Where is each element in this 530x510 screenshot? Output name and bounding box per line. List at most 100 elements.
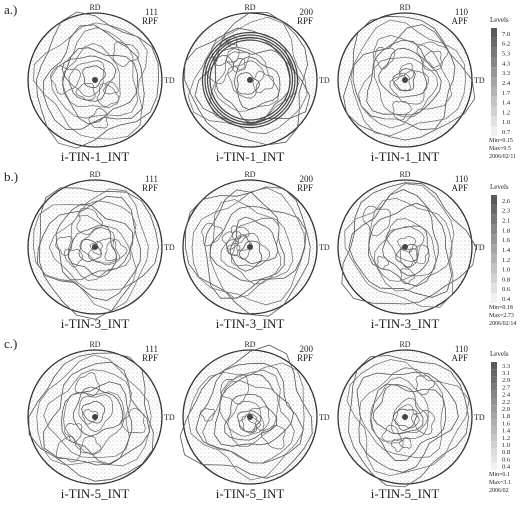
contour: [87, 238, 120, 266]
legend-swatch: [491, 412, 497, 420]
contour: [343, 15, 476, 141]
contour: [55, 435, 82, 463]
rd-label: RD: [89, 340, 100, 349]
contour: [423, 50, 442, 68]
contour: [64, 248, 84, 268]
contour: [377, 256, 389, 270]
legend-swatch: [491, 462, 497, 470]
legend-level: 1.4: [502, 247, 511, 254]
rd-label: RD: [244, 170, 255, 179]
contour: [416, 41, 449, 71]
legend-level: 0.8: [502, 449, 510, 456]
contour: [187, 16, 308, 135]
pole-figure: [179, 344, 318, 485]
legend-level: 1.0: [502, 442, 510, 449]
legend-level: 1.6: [502, 237, 511, 244]
contour: [103, 81, 119, 95]
contour: [61, 381, 133, 465]
row-label: c.): [4, 336, 17, 351]
legend-level: 0.8: [502, 276, 510, 283]
td-label: TD: [319, 413, 330, 422]
contour: [213, 46, 280, 112]
contour: [64, 423, 83, 443]
contour: [78, 238, 102, 263]
contour: [241, 415, 261, 434]
legend-swatch: [491, 426, 497, 434]
plane-label: 111: [145, 7, 158, 17]
legend-level: 0.6: [502, 286, 511, 293]
contour: [370, 383, 447, 462]
pole-figure: [337, 12, 476, 148]
legend-level: 2.4: [502, 80, 511, 87]
contour: [230, 225, 250, 244]
contour: [392, 408, 418, 431]
panel-caption: i-TIN-3_INT: [216, 316, 285, 331]
contour: [397, 235, 417, 253]
center-spot: [402, 77, 408, 83]
contour: [63, 391, 125, 455]
row-label: b.): [4, 169, 18, 184]
plane-label: 111: [145, 174, 158, 184]
legend-swatch: [491, 390, 497, 398]
contour: [224, 394, 278, 441]
contour: [184, 186, 311, 317]
legend-level: 0.4: [502, 464, 511, 471]
legend-footer: 2006/02/14: [489, 321, 516, 327]
kind-label: APF: [451, 353, 468, 363]
legend-swatch: [491, 434, 497, 442]
contour: [394, 404, 420, 429]
panel-caption: i-TIN-5_INT: [61, 486, 130, 501]
contour: [112, 41, 140, 67]
contour: [237, 410, 262, 433]
contour: [227, 400, 265, 437]
contour: [238, 413, 258, 433]
contour: [372, 384, 424, 435]
contour: [226, 234, 251, 260]
contour: [72, 386, 124, 437]
contour: [48, 200, 137, 291]
legend-swatch: [491, 283, 497, 294]
pole-figure: [182, 179, 318, 317]
legend-level: 3.1: [502, 370, 510, 377]
contour: [201, 222, 224, 247]
contour: [370, 376, 429, 442]
pole-figure: [27, 11, 163, 149]
legend-swatch: [491, 224, 497, 235]
contour: [226, 51, 250, 73]
contour: [89, 241, 103, 255]
contour: [68, 60, 105, 98]
row-label: a.): [4, 2, 17, 17]
contour: [346, 359, 470, 477]
contour: [233, 56, 281, 111]
legend-footer: 2006/02/11: [489, 154, 516, 160]
contour: [392, 100, 412, 121]
contour: [35, 11, 160, 149]
legend-swatch: [491, 86, 497, 97]
legend-level: 4.3: [502, 60, 510, 67]
legend-footer: Min=0.1: [489, 472, 510, 478]
legend-footer: Min=0.18: [489, 305, 513, 311]
contour: [191, 187, 306, 306]
contour: [344, 183, 455, 308]
contour: [43, 369, 132, 459]
legend-level: 6.2: [502, 41, 510, 48]
contour: [88, 107, 108, 129]
legend-level: 1.4: [502, 100, 511, 107]
legend-level: 3.3: [502, 70, 510, 77]
contour: [33, 188, 149, 312]
pole-figure: [337, 349, 473, 488]
contour: [382, 225, 430, 276]
contour: [79, 226, 118, 264]
td-label: TD: [164, 76, 175, 85]
panel-caption: i-TIN-5_INT: [216, 486, 285, 501]
contour: [252, 70, 275, 94]
contour: [393, 72, 412, 91]
legend-level: 1.0: [502, 119, 510, 126]
td-label: TD: [474, 413, 485, 422]
legend-level: 2.6: [502, 198, 511, 205]
plane-label: 200: [300, 344, 314, 354]
center-spot: [402, 244, 408, 250]
contour: [358, 34, 453, 129]
contour: [55, 203, 134, 281]
